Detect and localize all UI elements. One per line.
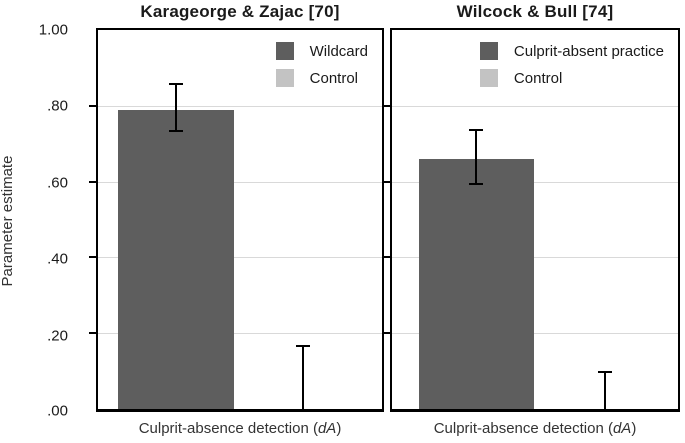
gridline bbox=[392, 105, 678, 107]
legend-label: Control bbox=[309, 69, 358, 87]
legend-label: Culprit-absent practice bbox=[513, 42, 664, 60]
legend-entry: Wildcard bbox=[275, 42, 368, 60]
y-tick-label: .20 bbox=[47, 327, 68, 345]
legend-entry: Control bbox=[479, 69, 664, 87]
y-tick-label: .00 bbox=[47, 402, 68, 420]
y-tick-label: .40 bbox=[47, 250, 68, 268]
x-axis-label-right: Culprit-absence detection (dA) bbox=[390, 419, 680, 439]
error-bar-control bbox=[598, 371, 612, 409]
y-tick-label: .60 bbox=[47, 174, 68, 192]
plot-area-left: Wildcard Control bbox=[89, 28, 384, 412]
error-bar-cap-bottom bbox=[469, 183, 483, 186]
y-tick-mark bbox=[89, 104, 96, 107]
y-tick-mark bbox=[89, 180, 96, 183]
y-tick-mark bbox=[89, 256, 96, 259]
gridline bbox=[392, 181, 678, 183]
error-bar-culprit-absent-practice bbox=[469, 128, 483, 186]
legend-swatch-wildcard bbox=[275, 42, 294, 60]
y-tick-mark bbox=[383, 256, 390, 259]
gridline bbox=[392, 257, 678, 259]
error-bar-cap-top bbox=[469, 128, 483, 131]
x-label-text: Culprit-absence detection ( bbox=[433, 420, 613, 437]
x-label-text: ) bbox=[631, 420, 637, 437]
x-axis-label-left: Culprit-absence detection (dA) bbox=[96, 419, 384, 439]
error-bar-line bbox=[475, 128, 477, 186]
y-axis-title: Parameter estimate bbox=[0, 155, 16, 287]
plot-area-right: Culprit-absent practice Control bbox=[383, 28, 680, 412]
legend-entry: Culprit-absent practice bbox=[479, 42, 664, 60]
legend-right: Culprit-absent practice Control bbox=[479, 42, 664, 96]
error-bar-cap-top bbox=[169, 83, 183, 86]
error-bar-line bbox=[302, 344, 304, 409]
legend-label: Control bbox=[513, 69, 563, 87]
error-bar-control bbox=[296, 344, 310, 409]
legend-swatch-control bbox=[479, 69, 498, 87]
panel-title-left: Karageorge & Zajac [70] bbox=[140, 2, 340, 21]
legend-swatch-culprit-absent-practice bbox=[479, 42, 498, 60]
gridline bbox=[98, 333, 382, 335]
y-tick-mark bbox=[383, 332, 390, 335]
legend-swatch-control bbox=[275, 69, 294, 87]
error-bar-wildcard bbox=[169, 83, 183, 133]
legend-entry: Control bbox=[275, 69, 368, 87]
y-tick-label: .80 bbox=[47, 97, 68, 115]
x-label-italic: dA bbox=[317, 420, 337, 437]
y-tick-mark bbox=[383, 104, 390, 107]
gridline bbox=[392, 333, 678, 335]
legend-label: Wildcard bbox=[309, 42, 368, 60]
y-tick-mark bbox=[89, 332, 96, 335]
error-bar-cap-bottom bbox=[169, 130, 183, 133]
y-tick-label: 1.00 bbox=[38, 21, 68, 39]
error-bar-cap-top bbox=[296, 344, 310, 347]
error-bar-cap-top bbox=[598, 371, 612, 374]
x-label-text: Culprit-absence detection ( bbox=[138, 420, 318, 437]
gridline bbox=[98, 105, 382, 107]
x-label-italic: dA bbox=[612, 420, 632, 437]
legend-left: Wildcard Control bbox=[275, 42, 368, 96]
gridline bbox=[98, 181, 382, 183]
bar-culprit-absent-practice bbox=[419, 158, 534, 409]
x-label-text: ) bbox=[336, 420, 342, 437]
error-bar-line bbox=[175, 83, 177, 133]
bar-wildcard bbox=[118, 109, 234, 409]
error-bar-line bbox=[604, 371, 606, 409]
panel-title-right: Wilcock & Bull [74] bbox=[456, 2, 614, 21]
y-tick-mark bbox=[383, 180, 390, 183]
gridline bbox=[98, 257, 382, 259]
